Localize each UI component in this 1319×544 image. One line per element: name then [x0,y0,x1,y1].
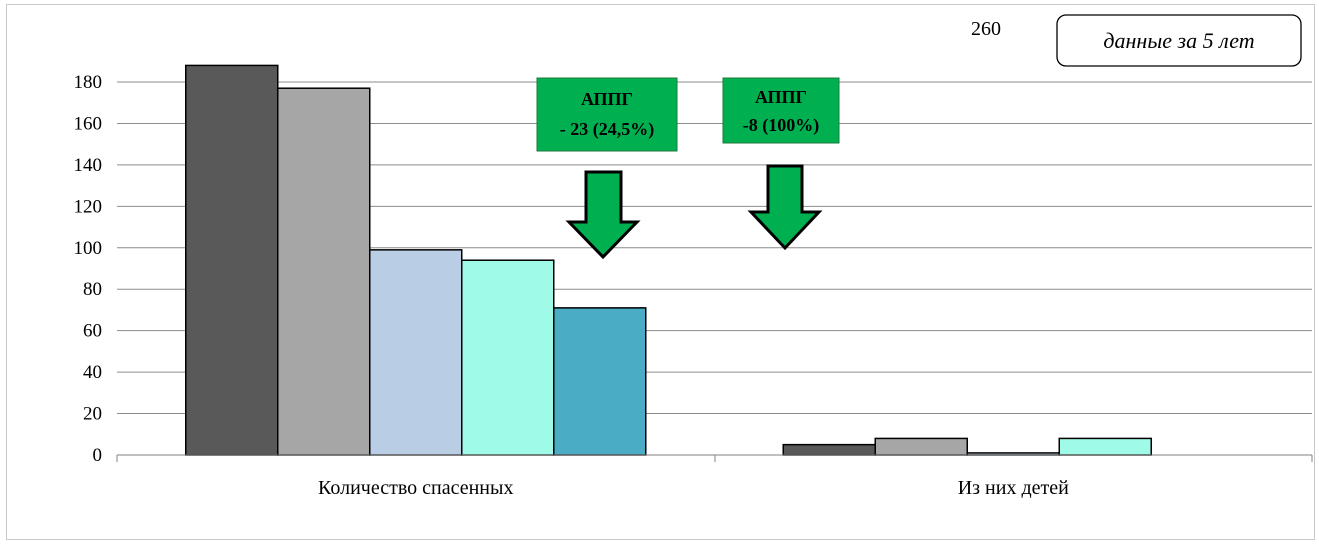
x-category-label: Количество спасенных [318,477,513,499]
axes [116,454,1313,462]
bars [185,64,1152,456]
bar [874,437,968,456]
annotation-box [536,77,678,152]
annotation-line1: АППГ [581,89,633,109]
down-arrow-icon [565,170,641,260]
annotation-box [722,77,840,144]
down-arrow-icon [747,164,823,251]
period-label: данные за 5 лет [1103,28,1254,53]
annotation-line2: - 23 (24,5%) [560,119,654,140]
period-label-box: данные за 5 лет [1056,14,1302,67]
annotation-appg-rescued: АППГ - 23 (24,5%) [536,77,678,260]
bar [461,259,555,456]
bar [782,443,876,456]
period-label-frame [1056,14,1302,67]
y-tick-label: 40 [83,362,102,383]
y-axis-ticks: 0 20 40 60 80 100 120 140 160 180 [74,72,103,466]
y-tick-label: 0 [93,445,103,466]
chart-frame [6,4,1315,540]
x-category-label: Из них детей [958,477,1069,499]
annotation-appg-children: АППГ -8 (100%) [722,77,840,251]
y-tick-label: 140 [74,155,103,176]
annotation-line2: -8 (100%) [743,115,819,136]
y-tick-label: 180 [74,72,103,93]
y-tick-label: 20 [83,404,102,425]
annotation-line1: АППГ [755,87,807,107]
stray-number-label: 260 [971,18,1001,40]
bar [185,64,279,456]
y-tick-label: 60 [83,321,102,342]
y-tick-label: 100 [74,238,103,259]
bar [277,87,371,456]
bar [369,249,463,456]
y-tick-label: 120 [74,196,103,217]
y-tick-label: 160 [74,113,103,134]
category-labels: Количество спасенных Из них детей [318,477,1069,499]
bar [1058,437,1152,456]
bar [553,307,647,456]
y-tick-label: 80 [83,279,102,300]
